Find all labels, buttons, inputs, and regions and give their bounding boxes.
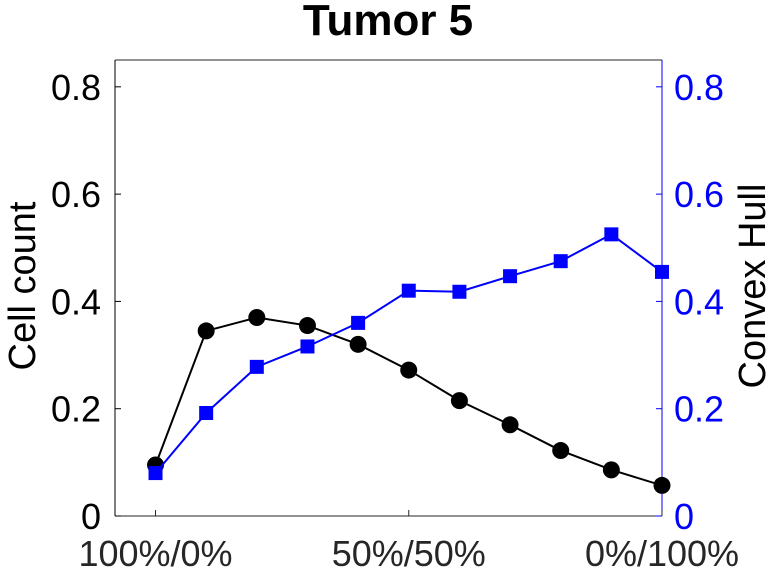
data-point xyxy=(655,264,669,279)
left-axis-ticks: 0 0.2 0.4 0.6 0.8 xyxy=(51,67,121,537)
left-tick-label: 0 xyxy=(81,496,101,537)
right-tick-label: 0.8 xyxy=(674,67,724,108)
x-tick-label: 0%/100% xyxy=(585,533,739,568)
right-tick-label: 0.4 xyxy=(674,281,724,322)
left-tick-label: 0.2 xyxy=(51,389,101,430)
x-tick-label: 100%/0% xyxy=(78,533,232,568)
data-point xyxy=(400,361,418,379)
data-point xyxy=(401,283,416,298)
data-point xyxy=(248,309,266,327)
series-layer xyxy=(147,227,671,494)
right-axis-label: Convex Hull xyxy=(732,184,774,389)
chart-title: Tumor 5 xyxy=(303,0,473,45)
data-point xyxy=(602,461,620,479)
data-point xyxy=(552,442,570,460)
data-point xyxy=(300,339,315,354)
plot-area xyxy=(114,59,663,517)
data-point xyxy=(199,405,214,420)
data-point xyxy=(197,322,215,340)
series-line xyxy=(154,233,663,474)
data-point xyxy=(452,284,467,299)
data-point xyxy=(349,335,367,353)
data-point xyxy=(298,317,316,335)
data-point xyxy=(604,227,619,242)
data-point xyxy=(553,254,568,269)
left-tick-label: 0.8 xyxy=(51,67,101,108)
data-point xyxy=(249,359,264,374)
left-tick-label: 0.4 xyxy=(51,281,101,322)
data-point xyxy=(148,466,163,481)
right-axis-ticks: 0 0.2 0.4 0.6 0.8 xyxy=(656,67,724,537)
data-point xyxy=(450,392,468,410)
series-cell-count xyxy=(147,309,671,494)
left-tick-label: 0.6 xyxy=(51,174,101,215)
right-tick-label: 0.6 xyxy=(674,174,724,215)
data-point xyxy=(501,416,519,434)
right-tick-label: 0 xyxy=(674,496,694,537)
left-axis-label: Cell count xyxy=(2,201,44,370)
right-tick-label: 0.2 xyxy=(674,389,724,430)
series-line xyxy=(154,316,663,487)
series-convex-hull xyxy=(148,227,669,481)
data-point xyxy=(653,476,671,494)
x-tick-label: 50%/50% xyxy=(332,533,486,568)
data-point xyxy=(503,269,518,284)
x-axis-ticks: 100%/0% 50%/50% 0%/100% xyxy=(78,510,739,568)
data-point xyxy=(351,315,366,330)
